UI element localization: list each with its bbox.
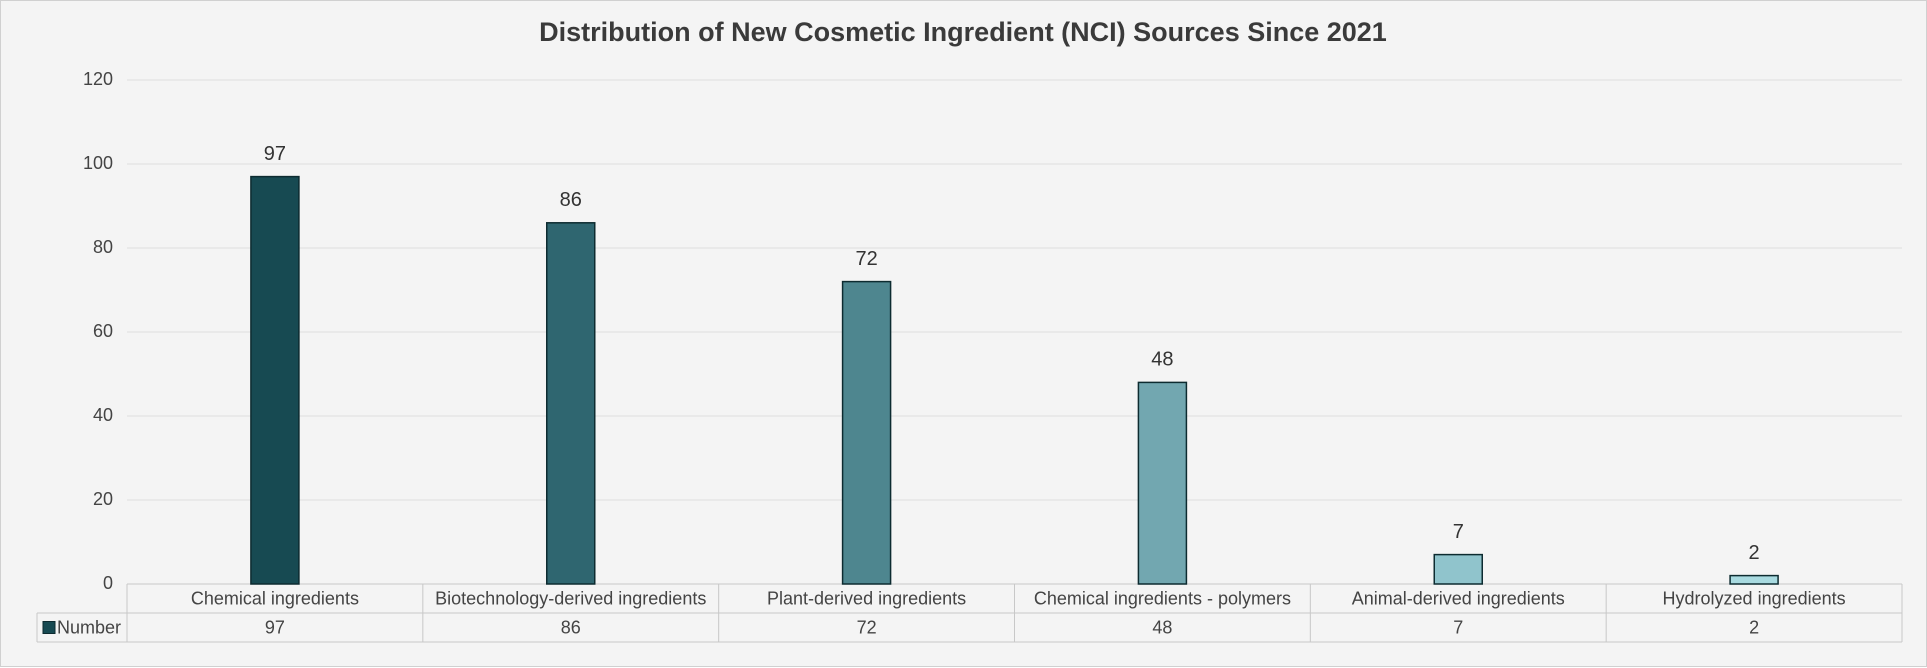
y-tick-label: 40 xyxy=(93,405,113,425)
x-tick-label: Chemical ingredients xyxy=(191,588,359,608)
legend-swatch xyxy=(42,621,56,634)
x-tick-label: Chemical ingredients - polymers xyxy=(1034,588,1291,608)
table-value: 48 xyxy=(1152,617,1172,637)
table-value: 86 xyxy=(561,617,581,637)
y-tick-label: 80 xyxy=(93,237,113,257)
data-label: 86 xyxy=(560,189,582,211)
chart-title: Distribution of New Cosmetic Ingredient … xyxy=(539,17,1387,47)
bar xyxy=(546,222,596,585)
y-tick-label: 120 xyxy=(83,69,113,89)
data-label: 97 xyxy=(264,143,286,165)
table-value: 72 xyxy=(857,617,877,637)
bar xyxy=(1729,574,1779,585)
table-value: 2 xyxy=(1749,617,1759,637)
y-tick-label: 100 xyxy=(83,153,113,173)
x-tick-label: Biotechnology-derived ingredients xyxy=(435,588,706,608)
y-tick-label: 0 xyxy=(103,573,113,593)
x-tick-label: Animal-derived ingredients xyxy=(1352,588,1565,608)
data-label: 48 xyxy=(1151,349,1173,371)
x-tick-label: Plant-derived ingredients xyxy=(767,588,966,608)
table-value: 7 xyxy=(1453,617,1463,637)
bar xyxy=(250,175,300,585)
legend-label: Number xyxy=(57,617,121,637)
y-tick-label: 60 xyxy=(93,321,113,341)
bar xyxy=(1433,553,1483,585)
data-label: 7 xyxy=(1453,521,1464,543)
x-tick-label: Hydrolyzed ingredients xyxy=(1663,588,1846,608)
y-tick-label: 20 xyxy=(93,489,113,509)
data-label: 2 xyxy=(1749,542,1760,564)
table-value: 97 xyxy=(265,617,285,637)
bar xyxy=(1137,381,1188,585)
data-label: 72 xyxy=(855,248,877,270)
bar xyxy=(841,280,892,585)
